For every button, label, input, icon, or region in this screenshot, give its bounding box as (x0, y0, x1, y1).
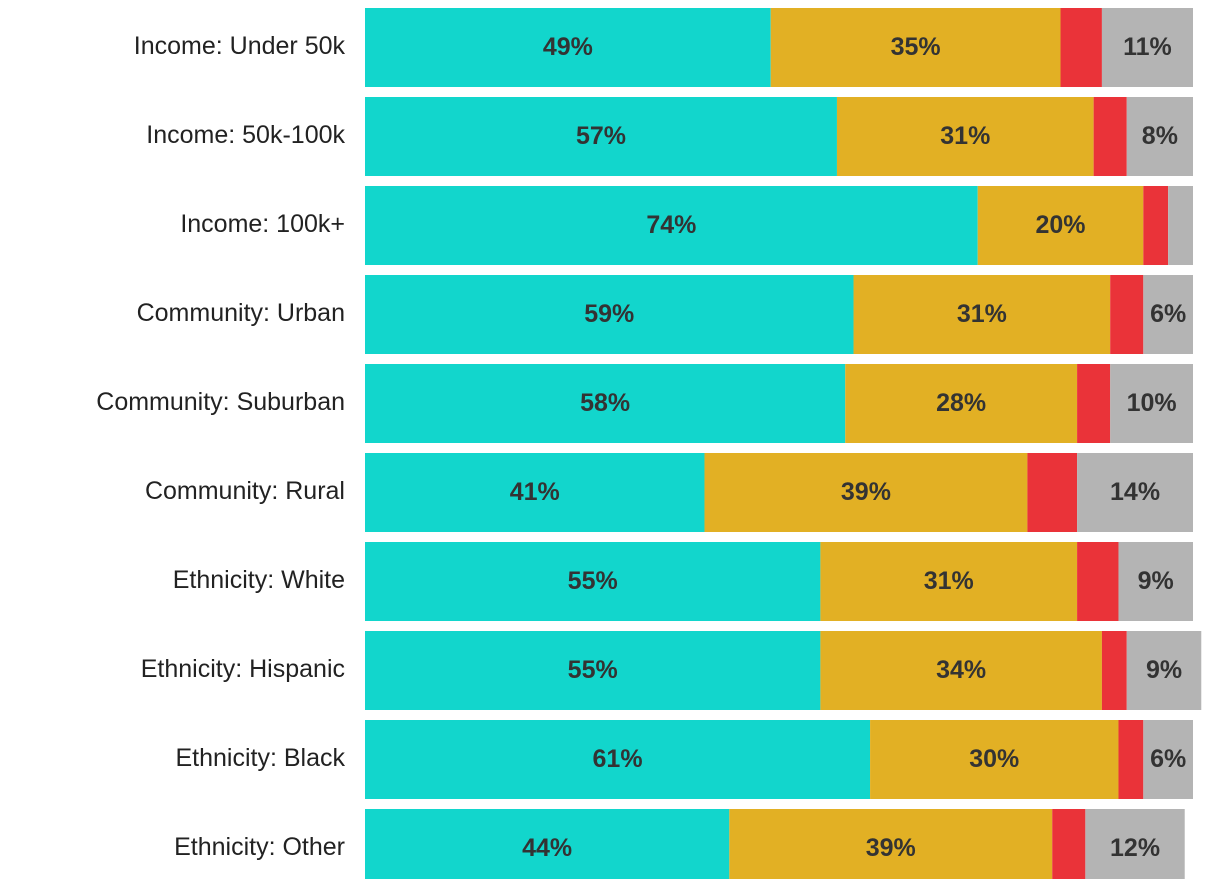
bar-segment (365, 8, 771, 87)
value-label: 35% (891, 33, 941, 61)
bar-segment (853, 275, 1111, 354)
category-label: Income: 50k-100k (146, 121, 345, 149)
bar-segment (365, 453, 705, 532)
bar-segment (1168, 186, 1193, 265)
category-label: Community: Urban (137, 299, 345, 327)
bar-segment (836, 97, 1094, 176)
bar-segment (1060, 8, 1102, 87)
value-label: 49% (543, 33, 593, 61)
bar-segment (1093, 97, 1127, 176)
category-label: Ethnicity: Other (174, 833, 345, 861)
value-label: 9% (1138, 567, 1174, 595)
value-label: 55% (568, 567, 618, 595)
value-label: 20% (1035, 211, 1085, 239)
bar-segment (845, 364, 1078, 443)
bar-segment (1126, 631, 1202, 710)
category-label: Ethnicity: Black (175, 744, 345, 772)
bar-segment (1085, 809, 1185, 884)
value-label: 31% (924, 567, 974, 595)
category-label: Income: Under 50k (134, 32, 346, 60)
value-label: 44% (522, 834, 572, 862)
bar-segment (1077, 364, 1111, 443)
bar-segment (1118, 542, 1193, 621)
bar-segment (1077, 453, 1193, 532)
bar-segment (1110, 275, 1144, 354)
bar-segment (977, 186, 1144, 265)
bar-segment (365, 186, 978, 265)
bar-segment (820, 631, 1102, 710)
value-label: 12% (1110, 834, 1160, 862)
value-label: 39% (866, 834, 916, 862)
bar-segment (770, 8, 1061, 87)
bar-segment (1143, 720, 1193, 799)
category-label: Income: 100k+ (180, 210, 345, 238)
bar-segment (1110, 364, 1193, 443)
bar-segment (365, 631, 821, 710)
value-label: 74% (646, 211, 696, 239)
bar-segment (870, 720, 1119, 799)
bar-segment (365, 720, 871, 799)
bar-segment (1143, 275, 1193, 354)
bar-segment (365, 809, 730, 884)
bar-segment (729, 809, 1053, 884)
category-label: Community: Rural (145, 477, 345, 505)
value-label: 9% (1146, 656, 1182, 684)
bar-segment (1077, 542, 1119, 621)
value-label: 6% (1150, 745, 1186, 773)
bar-segment (1052, 809, 1086, 884)
bar-segment (704, 453, 1028, 532)
value-label: 55% (568, 656, 618, 684)
bar-segment (1027, 453, 1078, 532)
bar-segment (1126, 97, 1193, 176)
bar-segment (1101, 631, 1127, 710)
value-label: 61% (593, 745, 643, 773)
bar-segment (365, 97, 837, 176)
value-label: 34% (936, 656, 986, 684)
value-label: 10% (1127, 389, 1177, 417)
bar-segment (1118, 720, 1144, 799)
value-label: 39% (841, 478, 891, 506)
bar-segment (820, 542, 1078, 621)
value-label: 28% (936, 389, 986, 417)
category-label: Community: Suburban (96, 388, 345, 416)
category-label: Ethnicity: White (173, 566, 345, 594)
bar-segment (365, 364, 846, 443)
bar-segment (365, 542, 821, 621)
value-label: 11% (1123, 33, 1172, 61)
value-label: 59% (584, 300, 634, 328)
bar-segment (1101, 8, 1193, 87)
bar-segment (1143, 186, 1169, 265)
value-label: 30% (969, 745, 1019, 773)
value-label: 31% (957, 300, 1007, 328)
category-label: Ethnicity: Hispanic (141, 655, 345, 683)
value-label: 14% (1110, 478, 1160, 506)
value-label: 6% (1150, 300, 1186, 328)
value-label: 8% (1142, 122, 1178, 150)
value-label: 57% (576, 122, 626, 150)
bar-segment (365, 275, 854, 354)
value-label: 31% (940, 122, 990, 150)
value-label: 58% (580, 389, 630, 417)
value-label: 41% (510, 478, 560, 506)
